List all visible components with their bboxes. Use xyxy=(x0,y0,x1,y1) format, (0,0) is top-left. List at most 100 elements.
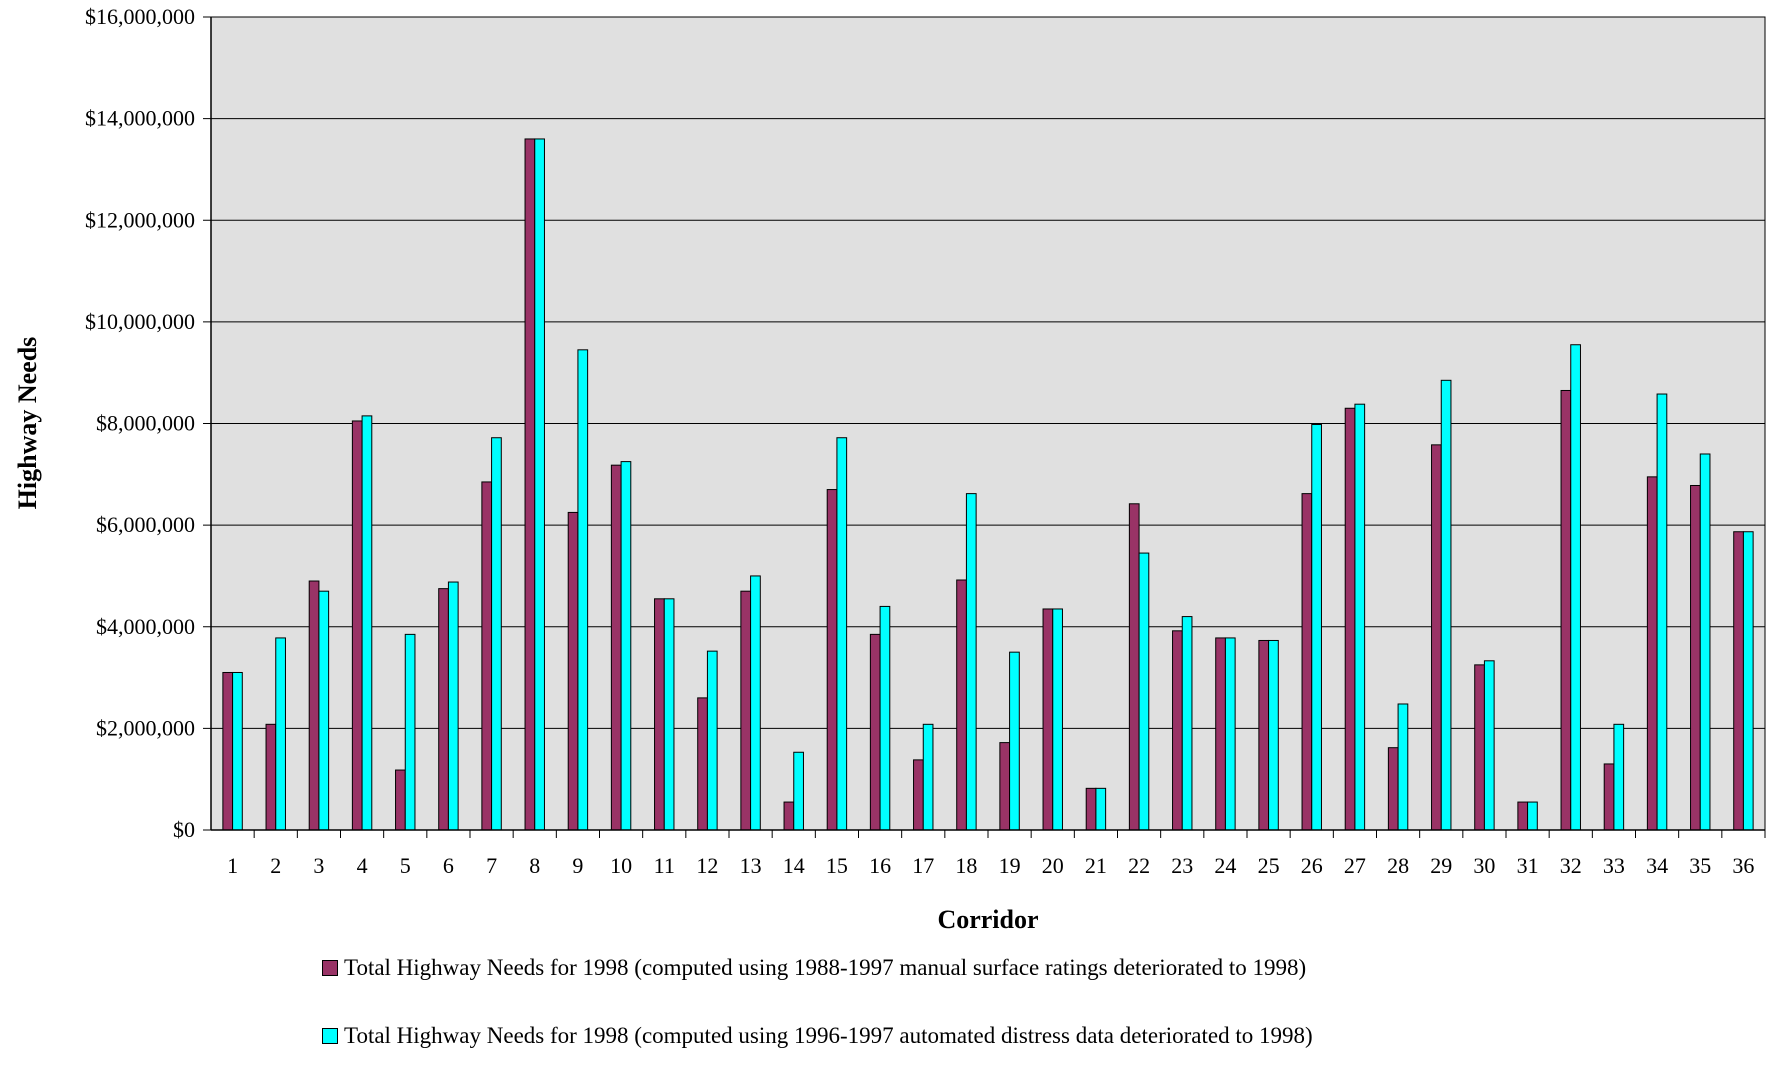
bar-automated-33 xyxy=(1613,723,1625,831)
x-axis-title: Corridor xyxy=(937,905,1038,934)
bar-automated-23 xyxy=(1181,616,1193,831)
bar-automated-25 xyxy=(1268,639,1279,831)
bar-manual-31 xyxy=(1517,801,1529,831)
legend-label-manual: Total Highway Needs for 1998 (computed u… xyxy=(344,955,1307,980)
bar-automated-32 xyxy=(1570,344,1581,831)
x-tick-label: 16 xyxy=(869,853,891,878)
bar-automated-22 xyxy=(1138,552,1150,831)
bar-automated-6 xyxy=(447,581,459,831)
legend-label-automated: Total Highway Needs for 1998 (computed u… xyxy=(344,1023,1313,1048)
bar-automated-10 xyxy=(620,461,632,831)
bar-manual-28 xyxy=(1387,747,1399,831)
bar-manual-35 xyxy=(1690,484,1701,831)
bar-manual-26 xyxy=(1301,493,1313,831)
x-tick-label: 11 xyxy=(654,853,675,878)
bar-automated-1 xyxy=(232,671,243,831)
y-tick-label: $16,000,000 xyxy=(85,4,195,29)
bar-automated-17 xyxy=(922,723,934,831)
bar-manual-34 xyxy=(1646,476,1658,831)
x-tick-label: 7 xyxy=(486,853,497,878)
x-tick-label: 36 xyxy=(1732,853,1754,878)
x-tick-label: 9 xyxy=(572,853,583,878)
x-tick-label: 14 xyxy=(783,853,805,878)
x-tick-label: 5 xyxy=(400,853,411,878)
bar-automated-29 xyxy=(1440,379,1452,831)
bar-manual-7 xyxy=(481,481,493,831)
bar-automated-12 xyxy=(706,650,718,831)
x-tick-label: 21 xyxy=(1085,853,1107,878)
bar-automated-3 xyxy=(318,590,330,831)
x-tick-label: 6 xyxy=(443,853,454,878)
y-tick-label: $2,000,000 xyxy=(96,715,195,740)
y-tick-label: $4,000,000 xyxy=(96,614,195,639)
x-tick-label: 13 xyxy=(740,853,762,878)
bar-manual-19 xyxy=(999,742,1011,831)
legend-swatch-automated xyxy=(322,1028,338,1044)
x-tick-label: 24 xyxy=(1214,853,1236,878)
bar-automated-15 xyxy=(836,437,848,831)
x-tick-label: 23 xyxy=(1171,853,1193,878)
bar-manual-2 xyxy=(265,723,277,831)
x-tick-label: 35 xyxy=(1689,853,1711,878)
x-tick-label: 25 xyxy=(1258,853,1280,878)
bar-manual-9 xyxy=(567,511,579,831)
bar-manual-33 xyxy=(1603,763,1615,831)
x-tick-label: 34 xyxy=(1646,853,1668,878)
x-tick-label: 20 xyxy=(1042,853,1064,878)
bar-automated-24 xyxy=(1224,637,1236,831)
y-tick-label: $0 xyxy=(173,817,195,842)
legend-item-automated: Total Highway Needs for 1998 (computed u… xyxy=(322,1022,1313,1050)
x-tick-label: 22 xyxy=(1128,853,1150,878)
legend-item-manual: Total Highway Needs for 1998 (computed u… xyxy=(322,954,1313,982)
x-tick-label: 17 xyxy=(912,853,934,878)
bar-manual-23 xyxy=(1172,630,1183,831)
bar-manual-18 xyxy=(956,579,967,831)
legend: Total Highway Needs for 1998 (computed u… xyxy=(322,954,1313,1090)
bar-manual-16 xyxy=(869,633,881,831)
x-tick-label: 28 xyxy=(1387,853,1409,878)
x-tick-label: 33 xyxy=(1603,853,1625,878)
y-tick-label: $8,000,000 xyxy=(96,411,195,436)
bar-automated-34 xyxy=(1656,393,1668,831)
x-tick-label: 10 xyxy=(610,853,632,878)
bar-automated-28 xyxy=(1397,703,1409,831)
x-tick-label: 26 xyxy=(1301,853,1323,878)
bar-manual-1 xyxy=(222,671,234,831)
bar-manual-22 xyxy=(1128,503,1140,831)
y-axis-title: Highway Needs xyxy=(13,337,42,510)
bar-manual-3 xyxy=(308,580,320,831)
x-tick-label: 27 xyxy=(1344,853,1366,878)
bar-automated-18 xyxy=(965,493,977,831)
bar-automated-19 xyxy=(1009,651,1020,831)
x-tick-label: 2 xyxy=(270,853,281,878)
bar-manual-29 xyxy=(1431,444,1442,831)
bar-manual-24 xyxy=(1215,637,1226,831)
bar-automated-8 xyxy=(534,138,545,831)
x-tick-label: 29 xyxy=(1430,853,1452,878)
bar-automated-7 xyxy=(491,437,502,831)
bar-manual-25 xyxy=(1258,639,1270,831)
gridlines xyxy=(211,118,1765,729)
bar-manual-13 xyxy=(740,590,752,831)
bar-automated-9 xyxy=(577,349,589,831)
x-tick-label: 32 xyxy=(1560,853,1582,878)
bar-automated-27 xyxy=(1354,403,1366,831)
bar-manual-30 xyxy=(1474,664,1485,831)
bar-manual-8 xyxy=(524,138,536,831)
x-tick-label: 30 xyxy=(1473,853,1495,878)
bar-manual-27 xyxy=(1344,407,1356,831)
bar-manual-15 xyxy=(826,489,838,831)
bar-automated-35 xyxy=(1699,453,1711,831)
y-tick-label: $12,000,000 xyxy=(85,207,195,232)
bar-manual-17 xyxy=(913,759,924,831)
y-tick-labels: $0 $2,000,000 $4,000,000 $6,000,000 $8,000,0… xyxy=(85,4,195,842)
bar-automated-11 xyxy=(663,598,675,831)
x-tick-label: 15 xyxy=(826,853,848,878)
y-tick-label: $14,000,000 xyxy=(85,106,195,131)
x-tick-labels: 1 2 3 4 5 6 7 8 9 10 11 12 13 14 15 16 17 18 19 20 21 22 23 24 2… xyxy=(227,853,1754,878)
bar-manual-10 xyxy=(610,464,622,831)
bar-manual-12 xyxy=(697,697,708,831)
bar-automated-30 xyxy=(1483,660,1495,831)
bar-automated-14 xyxy=(793,751,804,831)
bar-manual-21 xyxy=(1085,787,1097,831)
